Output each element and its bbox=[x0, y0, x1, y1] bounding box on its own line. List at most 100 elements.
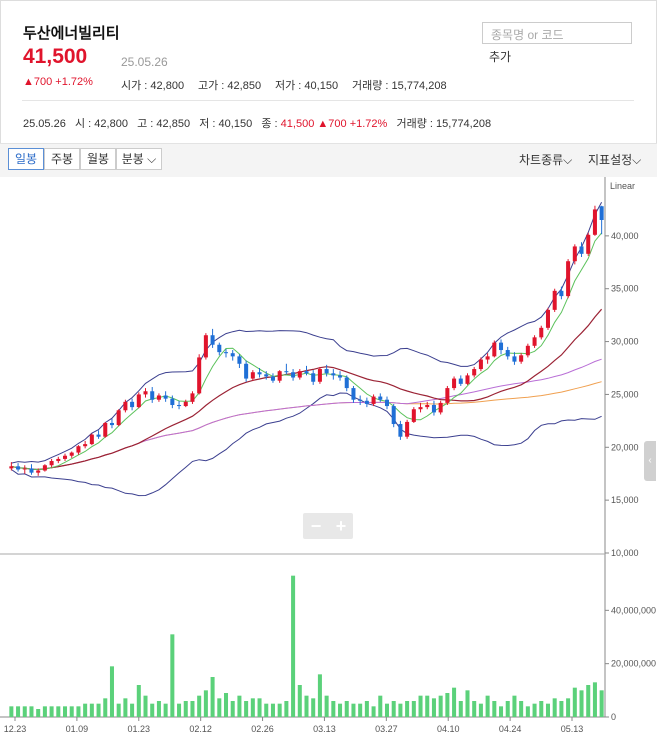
volume-stat: 거래량 : 15,774,208 bbox=[352, 77, 447, 93]
candle bbox=[103, 422, 108, 437]
summary-line: 25.05.26 시 : 42,800 고 : 42,850 저 : 40,15… bbox=[23, 115, 491, 131]
x-tick-label: 01.09 bbox=[66, 724, 89, 734]
volume-bar bbox=[297, 685, 302, 717]
volume-bar bbox=[56, 706, 61, 717]
candle bbox=[552, 290, 557, 310]
zoom-background bbox=[303, 513, 353, 539]
candle bbox=[130, 401, 135, 408]
candle bbox=[499, 342, 504, 351]
volume-bar bbox=[566, 698, 571, 717]
volume-bar bbox=[425, 695, 430, 717]
volume-bar bbox=[264, 703, 269, 717]
indicator-label: 지표설정 bbox=[588, 153, 633, 167]
volume-bar bbox=[257, 698, 262, 717]
volume-bar bbox=[552, 698, 557, 717]
candle bbox=[244, 363, 249, 379]
current-price: 41,500 bbox=[23, 45, 88, 68]
x-tick-label: 04.10 bbox=[437, 724, 460, 734]
candle bbox=[452, 378, 457, 389]
volume-bar bbox=[492, 701, 497, 717]
zoom-out-button[interactable]: − bbox=[311, 516, 322, 536]
add-button[interactable]: 추가 bbox=[489, 50, 512, 64]
candle bbox=[250, 372, 255, 379]
candle bbox=[237, 356, 242, 364]
tab-weekly[interactable]: 주봉 bbox=[44, 148, 80, 170]
indicator-menu[interactable]: 지표설정⌵ bbox=[588, 151, 641, 168]
candle bbox=[9, 466, 14, 469]
volume-tick-label: 40,000,000 bbox=[611, 605, 656, 615]
candle bbox=[304, 371, 309, 374]
candle bbox=[599, 206, 604, 220]
volume-bar bbox=[539, 701, 544, 717]
volume-label: 거래량 : bbox=[352, 80, 392, 92]
candle bbox=[478, 359, 483, 370]
volume-bar bbox=[592, 682, 597, 717]
volume-bar bbox=[398, 703, 403, 717]
summary-low-label: 저 : bbox=[199, 118, 219, 130]
volume-bar bbox=[22, 706, 27, 717]
tab-daily[interactable]: 일봉 bbox=[8, 148, 44, 170]
volume-bar bbox=[499, 706, 504, 717]
volume-bar bbox=[519, 701, 524, 717]
volume-bar bbox=[244, 701, 249, 717]
summary-high: 42,850 bbox=[156, 118, 191, 130]
volume-value: 15,774,208 bbox=[391, 80, 447, 92]
candle bbox=[445, 388, 450, 403]
side-panel-toggle[interactable]: ‹ bbox=[644, 441, 656, 481]
candle bbox=[492, 342, 497, 357]
candle bbox=[223, 352, 229, 354]
candle bbox=[519, 355, 524, 362]
high-stat: 고가 : 42,850 bbox=[198, 77, 261, 93]
y-tick-label: 35,000 bbox=[611, 284, 639, 294]
y-tick-label: 40,000 bbox=[611, 231, 639, 241]
candle bbox=[136, 394, 141, 408]
candle bbox=[485, 356, 490, 360]
x-tick-label: 03.27 bbox=[375, 724, 398, 734]
summary-open-label: 시 : bbox=[75, 118, 95, 130]
candle bbox=[579, 246, 584, 254]
candle bbox=[270, 376, 275, 381]
summary-volume-label: 거래량 : bbox=[396, 118, 437, 130]
candle bbox=[284, 371, 289, 373]
candle bbox=[89, 434, 94, 445]
candle bbox=[331, 373, 336, 376]
y-tick-label: 25,000 bbox=[611, 389, 639, 399]
candle bbox=[539, 327, 544, 338]
candle bbox=[465, 375, 470, 384]
volume-bar bbox=[559, 701, 564, 717]
volume-bar bbox=[197, 695, 202, 717]
candle bbox=[197, 357, 202, 394]
stock-name: 두산에너빌리티 bbox=[23, 25, 120, 42]
volume-bar bbox=[163, 703, 168, 717]
summary-volume: 15,774,208 bbox=[436, 118, 492, 130]
candle bbox=[324, 369, 329, 374]
volume-bar bbox=[572, 687, 577, 717]
candle bbox=[297, 371, 302, 378]
volume-bar bbox=[217, 698, 222, 717]
volume-bar bbox=[170, 634, 175, 717]
volume-bar bbox=[364, 701, 369, 717]
candle bbox=[358, 399, 363, 401]
zoom-in-button[interactable]: + bbox=[336, 516, 347, 536]
search-input[interactable]: 종목명 or 코드 bbox=[482, 22, 632, 44]
chart-background bbox=[0, 177, 657, 741]
candlestick-chart[interactable]: Linear 40,000 35,000 30,000 25,000 20,000 15,0… bbox=[0, 177, 657, 741]
candle bbox=[183, 401, 188, 407]
chart-type-menu[interactable]: 차트종류⌵ bbox=[519, 151, 572, 168]
candle bbox=[572, 246, 577, 262]
tab-minute[interactable]: 분봉 ⌵ bbox=[116, 148, 162, 170]
chevron-down-icon: ⌵ bbox=[563, 153, 573, 167]
volume-bar bbox=[545, 703, 550, 717]
volume-bar bbox=[156, 701, 161, 717]
volume-bar bbox=[210, 677, 215, 717]
summary-open: 42,800 bbox=[94, 118, 128, 130]
volume-bar bbox=[344, 701, 349, 717]
tab-monthly[interactable]: 월봉 bbox=[80, 148, 116, 170]
volume-bar bbox=[505, 701, 510, 717]
tab-minute-label: 분봉 bbox=[121, 152, 144, 166]
candle bbox=[210, 335, 215, 345]
volume-bar bbox=[431, 698, 436, 717]
candle bbox=[338, 375, 343, 378]
volume-bar bbox=[599, 690, 604, 717]
candle bbox=[170, 398, 175, 405]
